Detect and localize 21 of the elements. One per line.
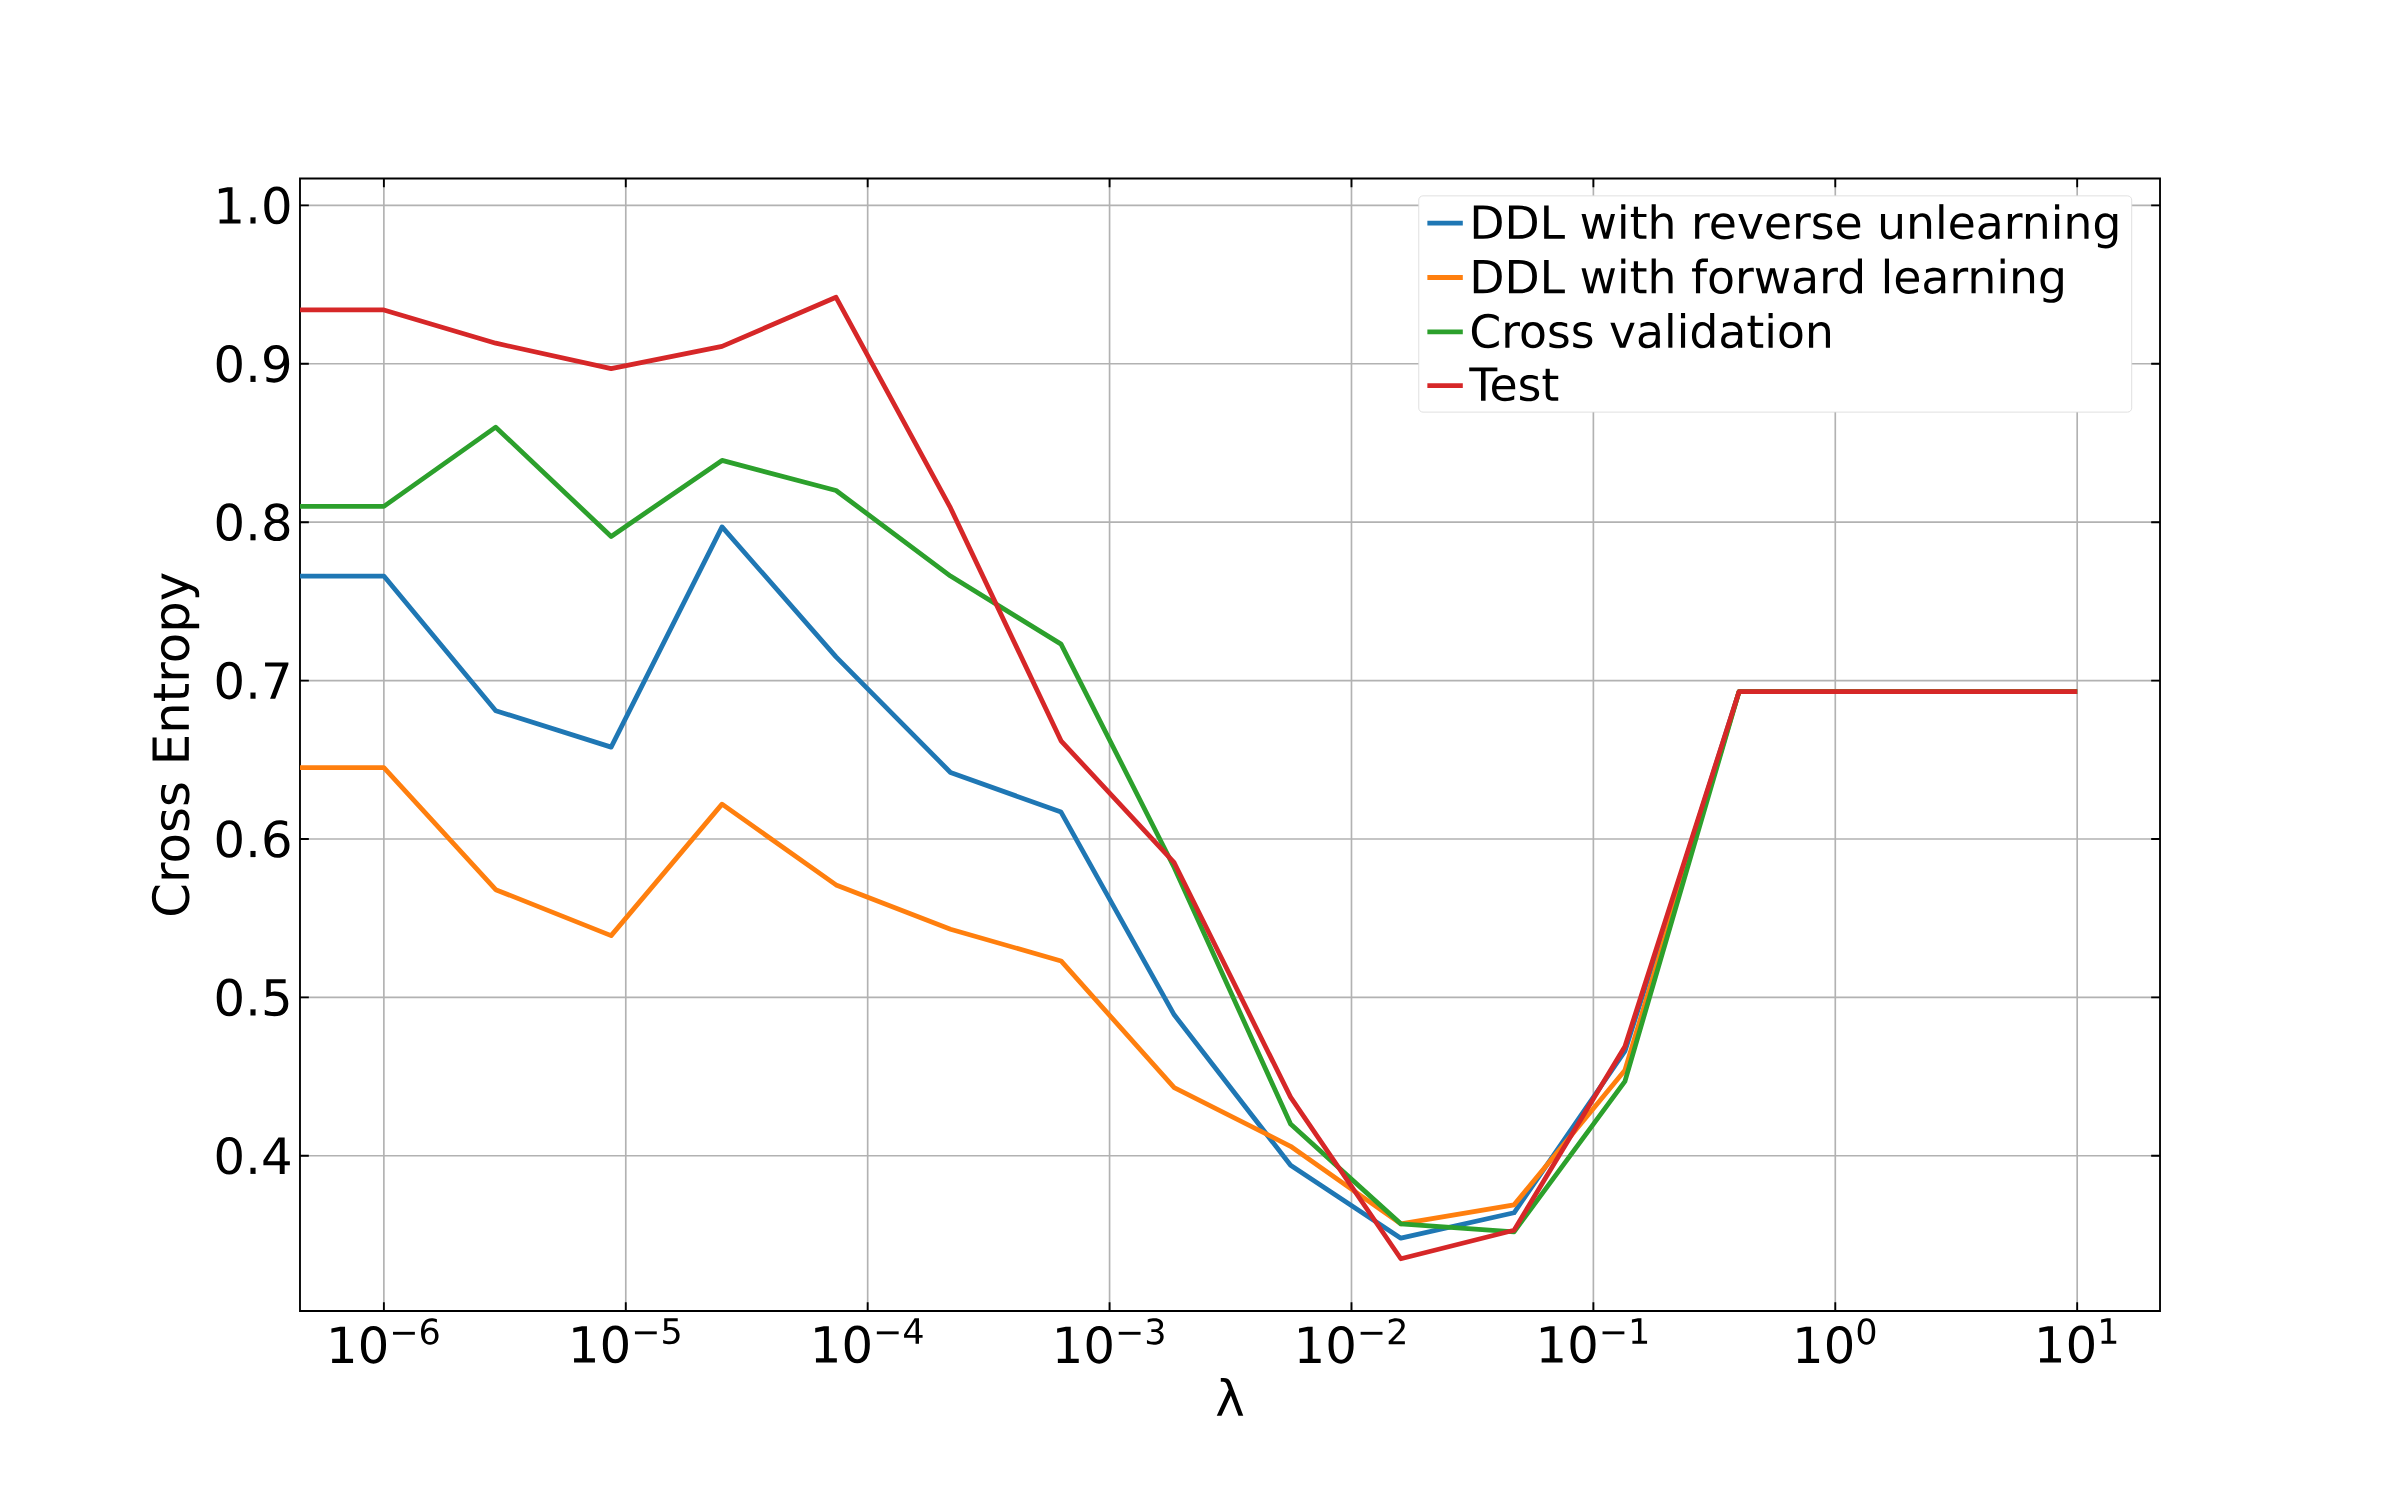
- legend-label: Cross validation: [1471, 312, 1830, 349]
- y-tick-label: 0.7: [216, 661, 289, 700]
- x-tick-label: 10$^{−6}$: [331, 1318, 439, 1364]
- legend-label: DDL with reverse unlearning: [1473, 204, 2118, 249]
- y-tick-label: 0.6: [216, 820, 290, 858]
- x-tick-label: 10$^{−5}$: [573, 1318, 680, 1364]
- y-tick-label: 1.0: [218, 186, 290, 225]
- x-axis-title: λ: [1216, 1377, 1244, 1416]
- y-tick-label: 0.5: [216, 978, 289, 1017]
- x-tick-label: 10$^{−3}$: [1057, 1318, 1164, 1364]
- x-tick-label: 10$^{1}$: [2039, 1318, 2117, 1364]
- x-tick-label: 10$^{0}$: [1797, 1318, 1876, 1364]
- y-tick-label: 0.9: [216, 344, 290, 383]
- y-tick-label: 0.8: [216, 503, 290, 542]
- y-tick-label: 0.4: [216, 1136, 290, 1175]
- legend-label: Test: [1469, 367, 1559, 402]
- y-axis-title: Cross Entropy: [151, 573, 200, 915]
- x-tick-label: 10$^{−1}$: [1540, 1318, 1648, 1364]
- legend-label: DDL with forward learning: [1473, 258, 2063, 303]
- x-tick-label: 10$^{−2}$: [1299, 1318, 1405, 1364]
- x-tick-label: 10$^{−4}$: [815, 1318, 923, 1364]
